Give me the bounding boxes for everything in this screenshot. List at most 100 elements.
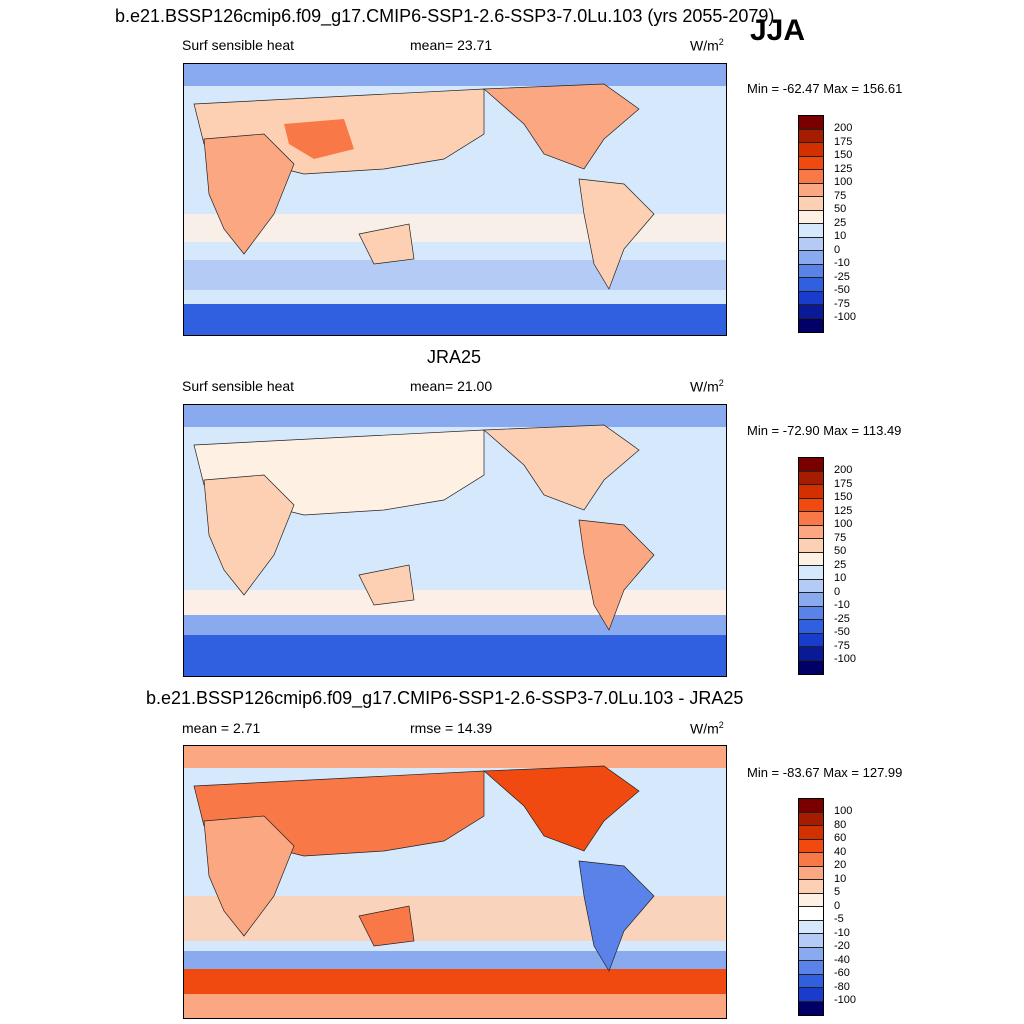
colorbar-swatch: [799, 633, 823, 647]
colorbar-swatch: [799, 593, 823, 607]
colorbar-swatch: [799, 458, 823, 472]
colorbar-tick-label: 50: [834, 203, 847, 215]
colorbar-tick-label: 200: [834, 122, 853, 134]
panel-3-rmse-label: rmse = 14.39: [410, 720, 493, 736]
southern-subtropic-band: [184, 590, 726, 615]
colorbar-tick-label: 125: [834, 163, 853, 175]
colorbar-tick-label: 80: [834, 819, 847, 831]
colorbar-swatch: [799, 498, 823, 512]
colorbar-tick-label: 100: [834, 805, 853, 817]
south-america-landmass: [578, 519, 655, 631]
colorbar-tick-label: -5: [834, 913, 844, 925]
colorbar-swatch: [799, 170, 823, 184]
panel-3-map: [183, 745, 727, 1019]
colorbar-swatch: [799, 143, 823, 157]
antarctica-band: [184, 994, 726, 1018]
colorbar-swatch: [799, 525, 823, 539]
colorbar-swatch: [799, 961, 823, 975]
colorbar-tick-label: -80: [834, 981, 850, 993]
colorbar-swatch: [799, 812, 823, 826]
colorbar-swatch: [799, 606, 823, 620]
colorbar-tick-label: 0: [834, 586, 841, 598]
colorbar-tick-label: 20: [834, 859, 847, 871]
colorbar-swatch: [799, 539, 823, 553]
panel-2-map: [183, 404, 727, 677]
panel-2-mean-label: mean= 21.00: [410, 378, 493, 394]
colorbar-swatch: [799, 278, 823, 292]
panel-3-title: b.e21.BSSP126cmip6.f09_g17.CMIP6-SSP1-2.…: [146, 688, 744, 708]
panel-1-units: W/m2: [690, 37, 724, 54]
panel-2-minmax: Min = -72.90 Max = 113.49: [747, 423, 902, 438]
colorbar-swatch: [799, 485, 823, 499]
south-america-landmass: [578, 178, 655, 290]
africa-landmass: [203, 815, 295, 937]
southern-ocean-red-band: [184, 969, 726, 994]
colorbar-tick-label: 150: [834, 149, 853, 161]
australia-landmass: [358, 905, 415, 947]
colorbar-swatch: [799, 647, 823, 661]
colorbar-swatch: [799, 880, 823, 894]
colorbar-tick-label: 5: [834, 886, 841, 898]
australia-landmass: [358, 223, 415, 265]
panel-2-title: JRA25: [427, 347, 482, 367]
colorbar-tick-label: 100: [834, 176, 853, 188]
colorbar-tick-label: 10: [834, 572, 847, 584]
panel-2-units: W/m2: [690, 378, 724, 395]
panel-2-map-svg: [184, 405, 726, 676]
colorbar-swatch: [799, 291, 823, 305]
panel-1-map: [183, 63, 727, 336]
colorbar-tick-label: 60: [834, 832, 847, 844]
colorbar-tick-label: 75: [834, 532, 847, 544]
colorbar-tick-label: 50: [834, 545, 847, 557]
panel-3-minmax: Min = -83.67 Max = 127.99: [747, 765, 903, 780]
panel-1-variable-label: Surf sensible heat: [182, 37, 295, 53]
arctic-band: [184, 405, 726, 427]
colorbar-tick-label: 10: [834, 873, 847, 885]
colorbar-swatch: [799, 947, 823, 961]
colorbar-swatch: [799, 197, 823, 211]
colorbar-swatch: [799, 934, 823, 948]
colorbar-swatch: [799, 1001, 823, 1015]
southern-ocean-band: [184, 615, 726, 635]
colorbar-swatch: [799, 988, 823, 1002]
colorbar-swatch: [799, 974, 823, 988]
colorbar-tick-label: 175: [834, 136, 853, 148]
colorbar-tick-label: 75: [834, 190, 847, 202]
panel-1-mean-label: mean= 23.71: [410, 37, 493, 53]
colorbar-swatch: [799, 839, 823, 853]
colorbar-tick-label: 25: [834, 217, 847, 229]
australia-landmass: [358, 564, 415, 606]
colorbar-swatch: [799, 224, 823, 238]
colorbar-swatch: [799, 826, 823, 840]
colorbar-swatch: [799, 471, 823, 485]
south-america-landmass: [578, 860, 655, 972]
colorbar-tick-label: -60: [834, 967, 850, 979]
colorbar-tick-label: -100: [834, 653, 857, 665]
panel-1-map-svg: [184, 64, 726, 335]
panel-2-colorbar: [798, 457, 824, 675]
colorbar-swatch: [799, 305, 823, 319]
colorbar-swatch: [799, 512, 823, 526]
middle-east-hot: [284, 119, 354, 159]
colorbar-swatch: [799, 920, 823, 934]
colorbar-tick-label: -25: [834, 271, 850, 283]
colorbar-tick-label: -50: [834, 284, 850, 296]
colorbar-tick-label: 125: [834, 505, 853, 517]
colorbar-tick-label: 100: [834, 518, 853, 530]
colorbar-tick-label: 10: [834, 230, 847, 242]
colorbar-swatch: [799, 129, 823, 143]
colorbar-tick-label: 200: [834, 464, 853, 476]
colorbar-tick-label: 150: [834, 491, 853, 503]
colorbar-swatch: [799, 116, 823, 130]
colorbar-swatch: [799, 264, 823, 278]
southern-ocean-blue-band: [184, 951, 726, 969]
colorbar-tick-label: -75: [834, 298, 850, 310]
colorbar-swatch: [799, 552, 823, 566]
arctic-band: [184, 746, 726, 768]
colorbar-swatch: [799, 660, 823, 674]
colorbar-tick-label: -50: [834, 626, 850, 638]
colorbar-tick-label: 25: [834, 559, 847, 571]
colorbar-tick-label: 0: [834, 900, 841, 912]
colorbar-swatch: [799, 579, 823, 593]
colorbar-swatch: [799, 318, 823, 332]
